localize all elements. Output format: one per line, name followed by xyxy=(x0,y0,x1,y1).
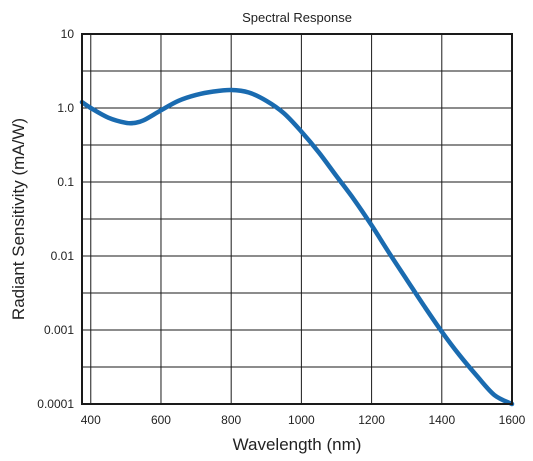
data-point xyxy=(406,279,407,280)
y-tick-label: 1.0 xyxy=(57,101,74,115)
y-axis-title: Radiant Sensitivity (mA/W) xyxy=(9,118,28,320)
data-point xyxy=(318,152,319,153)
data-point xyxy=(266,100,267,101)
x-tick-label: 1200 xyxy=(358,413,385,427)
data-point xyxy=(178,100,179,101)
y-tick-label: 0.001 xyxy=(44,323,74,337)
y-tick-label: 0.0001 xyxy=(37,397,74,411)
data-point xyxy=(283,113,284,114)
x-tick-label: 800 xyxy=(221,413,241,427)
chart-title: Spectral Response xyxy=(242,10,352,25)
data-point xyxy=(90,108,91,109)
data-point xyxy=(108,117,109,118)
x-tick-label: 1400 xyxy=(428,413,455,427)
data-point xyxy=(301,131,302,132)
x-tick-label: 1000 xyxy=(288,413,315,427)
data-point xyxy=(143,120,144,121)
y-tick-label: 10 xyxy=(61,27,75,41)
x-tick-label: 400 xyxy=(81,413,101,427)
data-point xyxy=(441,331,442,332)
data-point xyxy=(371,225,372,226)
data-point xyxy=(160,110,161,111)
x-tick-label: 1600 xyxy=(499,413,526,427)
data-point xyxy=(196,94,197,95)
y-tick-labels: 0.0001 0.001 0.01 0.1 1.0 10 xyxy=(37,27,74,411)
series-line xyxy=(79,87,515,407)
data-point xyxy=(389,252,390,253)
grid-lines xyxy=(82,33,513,405)
data-point xyxy=(248,92,249,93)
series-layer xyxy=(79,87,515,407)
data-point xyxy=(494,395,495,396)
data-point xyxy=(125,122,126,123)
data-point xyxy=(134,122,135,123)
data-point xyxy=(336,176,337,177)
data-point xyxy=(213,91,214,92)
data-point xyxy=(424,306,425,307)
y-tick-label: 0.01 xyxy=(51,249,75,263)
x-tick-labels: 400 600 800 1000 1200 1400 1600 xyxy=(81,413,526,427)
x-axis-title: Wavelength (nm) xyxy=(233,435,362,454)
data-point xyxy=(459,354,460,355)
x-tick-label: 600 xyxy=(151,413,171,427)
data-point xyxy=(231,90,232,91)
plot-area-border xyxy=(81,33,513,405)
y-tick-label: 0.1 xyxy=(57,175,74,189)
data-point xyxy=(476,375,477,376)
data-point xyxy=(354,199,355,200)
